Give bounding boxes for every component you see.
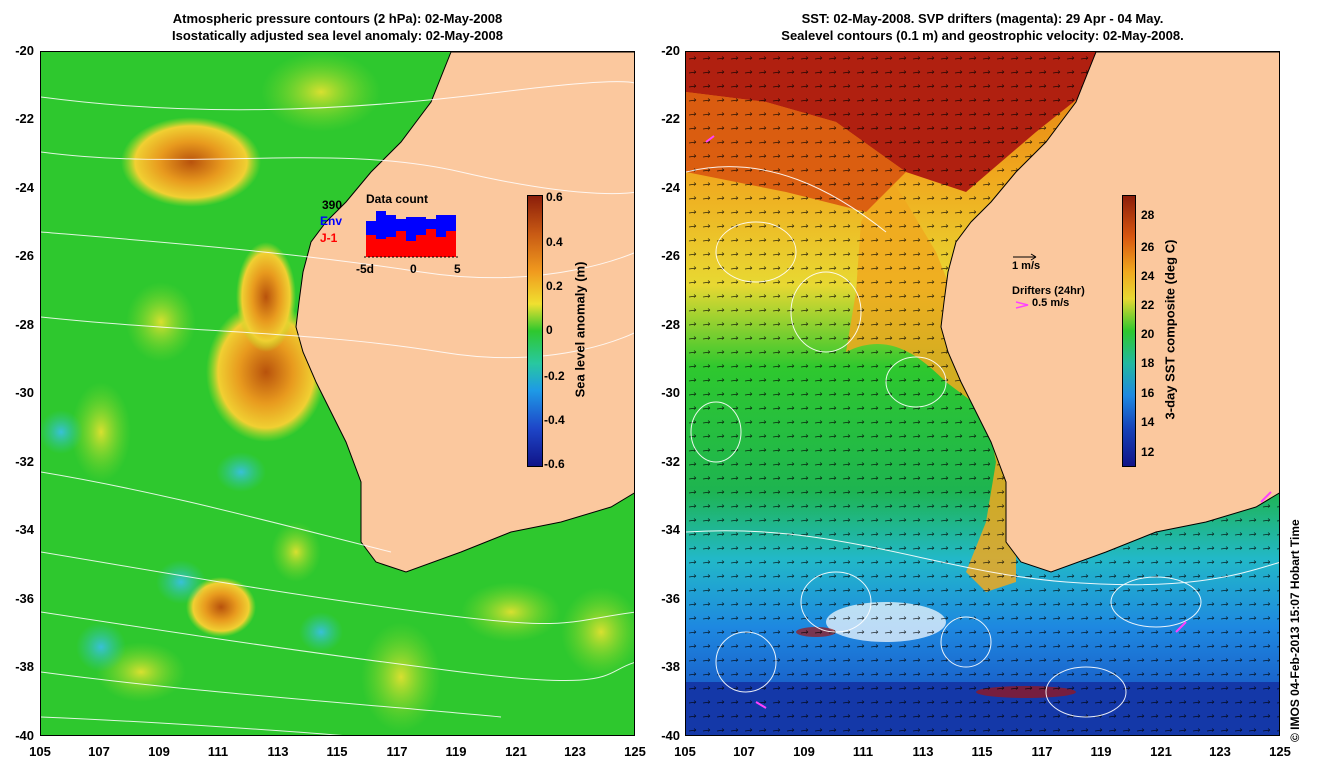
left-ytick: -36 — [15, 591, 34, 606]
inset-bar-chart — [364, 211, 458, 258]
right-xtick: 119 — [1090, 744, 1112, 759]
drifters-legend-speed: 0.5 m/s — [1032, 297, 1070, 309]
right-xtick: 123 — [1209, 744, 1231, 759]
sst-cb-tick-26: 26 — [1141, 240, 1155, 254]
velocity-scale-arrow — [1013, 253, 1037, 309]
sla-cb-tick-3: 0.2 — [546, 279, 563, 293]
right-xtick: 111 — [852, 744, 874, 759]
sst-colorbar-label: 3-day SST composite (deg C) — [1162, 239, 1178, 420]
right-xtick: 113 — [912, 744, 934, 759]
right-ytick: -24 — [661, 180, 680, 195]
inset-xtick-minus5: -5d — [356, 262, 374, 276]
right-ytick: -40 — [661, 728, 680, 743]
right-panel-title: SST: 02-May-2008. SVP drifters (magenta)… — [685, 10, 1280, 44]
sealevel-contours — [686, 166, 1279, 718]
left-xtick: 117 — [386, 744, 408, 759]
right-ytick: -28 — [661, 317, 680, 332]
sst-cb-tick-22: 22 — [1141, 298, 1155, 312]
left-ytick: -34 — [15, 522, 34, 537]
sla-cb-tick-7: -0.6 — [544, 457, 565, 471]
sla-colorbar-gradient — [527, 195, 543, 467]
left-ytick: -20 — [15, 43, 34, 58]
velocity-scale-label: 1 m/s — [1012, 260, 1041, 272]
inset-xtick-5: 5 — [454, 262, 461, 276]
right-xtick: 121 — [1150, 744, 1172, 759]
sst-map — [685, 51, 1280, 736]
right-ytick: -36 — [661, 591, 680, 606]
right-xtick: 107 — [733, 744, 755, 759]
inset-j1-label: J-1 — [320, 231, 338, 245]
left-ytick: -40 — [15, 728, 34, 743]
sla-negative-blobs — [41, 410, 343, 672]
land-mass — [295, 52, 634, 573]
inset-count: 390 — [322, 198, 343, 212]
land-mass — [940, 52, 1279, 573]
left-ytick: -30 — [15, 385, 34, 400]
left-xtick: 109 — [148, 744, 170, 759]
left-ytick: -26 — [15, 248, 34, 263]
right-xtick: 115 — [971, 744, 993, 759]
left-xtick: 123 — [564, 744, 586, 759]
inset-xtick-0: 0 — [410, 262, 417, 276]
right-xtick: 109 — [793, 744, 815, 759]
drifter-legend-marker — [1015, 301, 1029, 309]
svp-drifter-tracks — [705, 135, 1272, 709]
inset-env-label: Env — [320, 214, 343, 228]
right-title-line2: Sealevel contours (0.1 m) and geostrophi… — [781, 28, 1184, 43]
left-xtick: 107 — [88, 744, 110, 759]
right-xtick: 125 — [1269, 744, 1291, 759]
imos-credit: © IMOS 04-Feb-2013 15:07 Hobart Time — [1288, 519, 1302, 742]
left-xtick: 121 — [505, 744, 527, 759]
sst-cb-tick-28: 28 — [1141, 208, 1155, 222]
right-ytick: -34 — [661, 522, 680, 537]
left-ytick: -24 — [15, 180, 34, 195]
right-ytick: -20 — [661, 43, 680, 58]
sea-level-anomaly-svg — [41, 52, 634, 735]
left-ytick: -32 — [15, 454, 34, 469]
left-xtick: 119 — [445, 744, 467, 759]
inset-title: Data count — [366, 192, 429, 206]
right-ytick: -38 — [661, 659, 680, 674]
right-ytick: -26 — [661, 248, 680, 263]
pressure-contours — [41, 81, 634, 735]
sla-cb-tick-6: -0.4 — [544, 413, 565, 427]
sst-cb-tick-18: 18 — [1141, 356, 1155, 370]
right-xtick: 105 — [674, 744, 696, 759]
sst-cb-tick-24: 24 — [1141, 269, 1155, 283]
sea-level-anomaly-map — [40, 51, 635, 736]
right-ytick: -32 — [661, 454, 680, 469]
sst-cb-tick-20: 20 — [1141, 327, 1155, 341]
sla-colorbar-label: Sea level anomaly (m) — [572, 261, 588, 398]
left-xtick: 125 — [624, 744, 646, 759]
inset-j1-bars — [366, 229, 456, 257]
sla-cb-tick-2: 0.4 — [546, 235, 563, 249]
right-title-line1: SST: 02-May-2008. SVP drifters (magenta)… — [801, 11, 1164, 26]
sst-colorbar-gradient — [1122, 195, 1136, 467]
right-xtick: 117 — [1031, 744, 1053, 759]
drifters-legend-title: Drifters (24hr) — [1012, 285, 1085, 297]
left-ytick: -22 — [15, 111, 34, 126]
sla-cb-tick-5: -0.2 — [544, 369, 565, 383]
sst-cb-tick-14: 14 — [1141, 415, 1155, 429]
left-title-line2: Isostatically adjusted sea level anomaly… — [172, 28, 503, 43]
sla-cb-tick-1: 0.6 — [546, 190, 563, 204]
left-xtick: 115 — [326, 744, 348, 759]
left-xtick: 105 — [29, 744, 51, 759]
right-ytick: -30 — [661, 385, 680, 400]
left-xtick: 111 — [207, 744, 229, 759]
sla-cb-tick-4: 0 — [546, 323, 553, 337]
left-ytick: -28 — [15, 317, 34, 332]
sst-cb-tick-16: 16 — [1141, 386, 1155, 400]
right-ytick: -22 — [661, 111, 680, 126]
sst-svg — [686, 52, 1279, 735]
left-ytick: -38 — [15, 659, 34, 674]
left-title-line1: Atmospheric pressure contours (2 hPa): 0… — [172, 11, 503, 26]
sst-cb-tick-12: 12 — [1141, 445, 1155, 459]
left-xtick: 113 — [267, 744, 289, 759]
left-panel-title: Atmospheric pressure contours (2 hPa): 0… — [40, 10, 635, 44]
